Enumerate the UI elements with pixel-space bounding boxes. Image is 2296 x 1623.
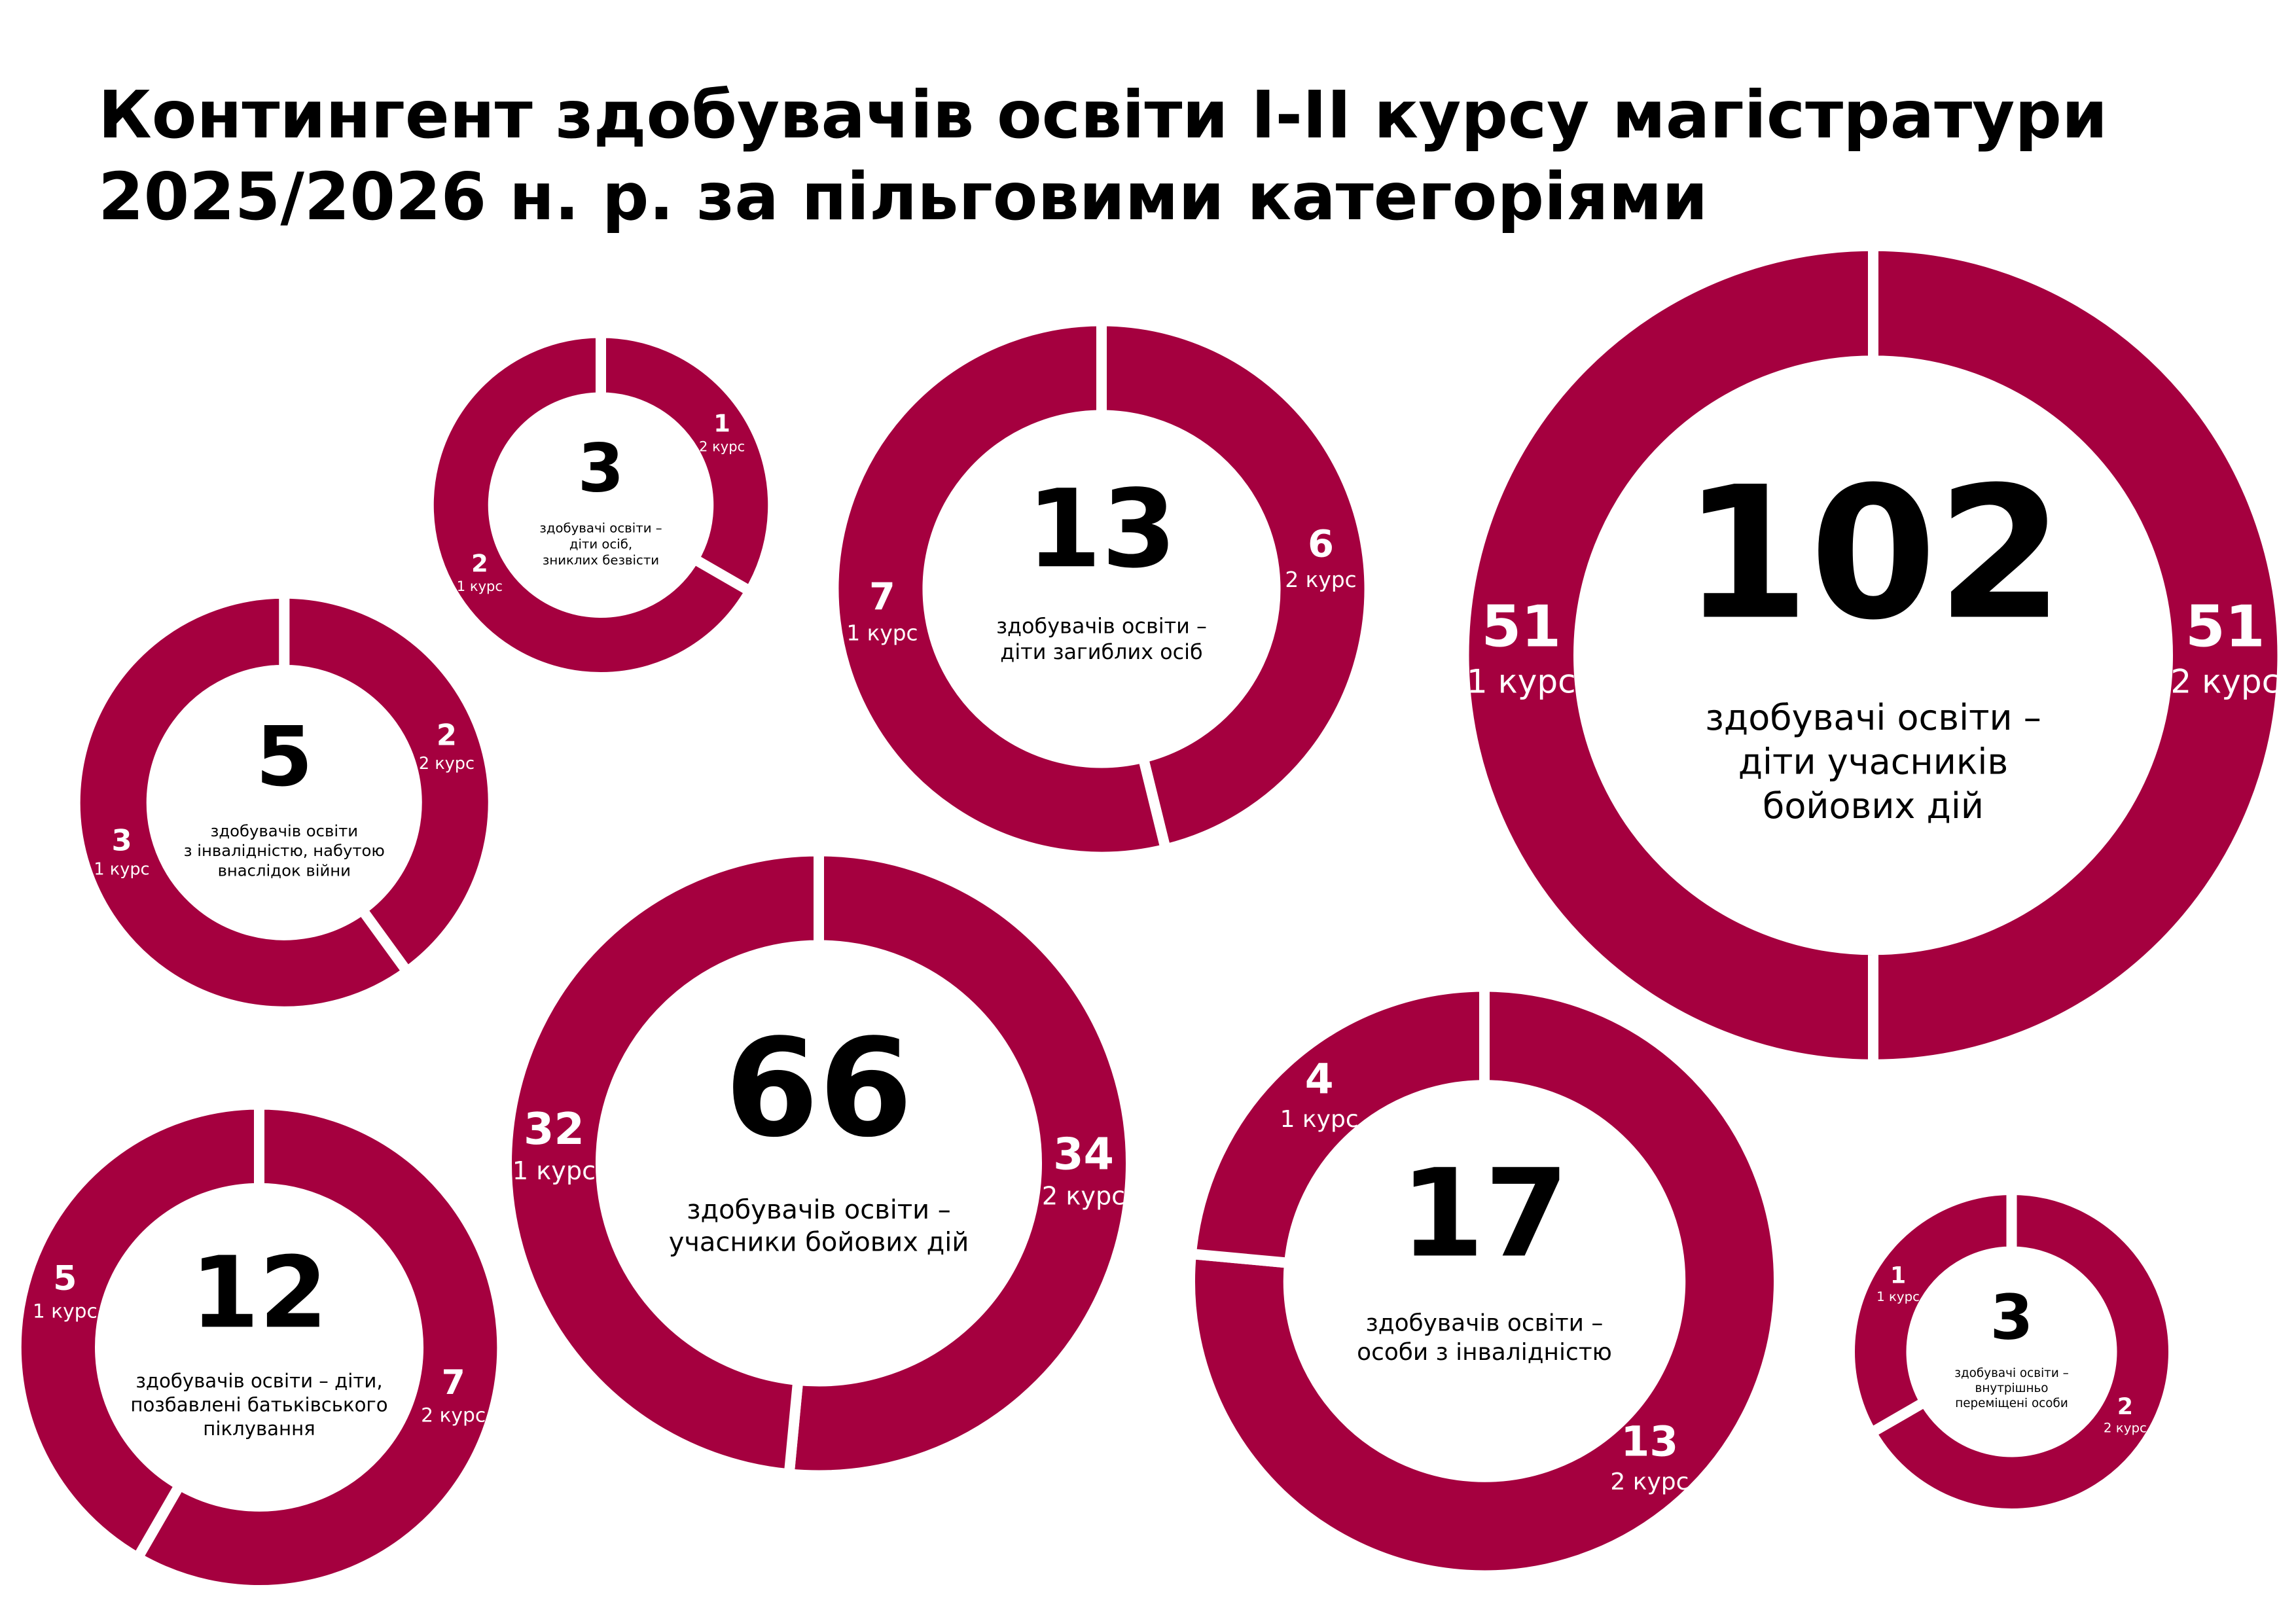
donut-segment [423, 327, 757, 683]
donut-description: внаслідок війни [218, 861, 351, 880]
donut-description: з інвалідністю, набутою [184, 841, 385, 860]
donut-segment [828, 315, 1172, 863]
segment-label: 2 курс [2170, 663, 2280, 701]
segment-label: 2 курс [699, 438, 745, 454]
donut-segment [783, 846, 1136, 1481]
donut-total: 5 [256, 709, 313, 805]
segment-value: 34 [1053, 1129, 1114, 1180]
donut-segment [501, 846, 824, 1480]
donut-segment [130, 1099, 508, 1596]
segment-value: 5 [53, 1259, 77, 1298]
segment-label: 2 курс [1610, 1469, 1689, 1495]
donut-total: 66 [725, 1009, 912, 1167]
donut-segment [69, 588, 415, 1017]
segment-label: 1 курс [1467, 663, 1576, 701]
segment-value: 4 [1305, 1056, 1334, 1103]
donut-segment [1458, 240, 1878, 1070]
segment-label: 1 курс [512, 1156, 596, 1185]
segment-label: 2 курс [421, 1404, 486, 1427]
segment-label: 2 курс [2104, 1420, 2147, 1435]
segment-value: 7 [869, 575, 895, 619]
donut-description: бойових дій [1763, 785, 1984, 827]
donut-description: позбавлені батьківського [130, 1394, 387, 1416]
donut-description: зниклих безвісти [543, 553, 659, 568]
donut-description: переміщені особи [1955, 1397, 2068, 1410]
donut-total: 13 [1026, 466, 1176, 592]
segment-label: 1 курс [846, 620, 918, 645]
donut-total: 17 [1400, 1143, 1569, 1284]
donut-description: діти осіб, [569, 537, 632, 552]
segment-label: 2 курс [1042, 1182, 1125, 1211]
segment-value: 51 [2185, 594, 2265, 660]
donut-total: 3 [578, 429, 624, 507]
donut-description: здобувачів освіти – [1366, 1310, 1604, 1336]
segment-value: 3 [111, 823, 132, 858]
segment-value: 13 [1621, 1418, 1679, 1465]
donut-description: піклування [203, 1418, 315, 1440]
segment-label: 2 курс [419, 754, 475, 774]
donut-description: здобувачі освіти – [539, 520, 662, 535]
segment-value: 1 [1890, 1263, 1906, 1289]
donut-description: особи з інвалідністю [1357, 1339, 1612, 1366]
donut-segment [279, 588, 499, 979]
segment-value: 2 [471, 549, 488, 577]
segment-label: 2 курс [1285, 567, 1356, 592]
segment-value: 32 [524, 1103, 584, 1154]
segment-label: 1 курс [94, 859, 149, 879]
donut-segment [1864, 1184, 2179, 1519]
segment-value: 1 [713, 410, 730, 438]
donut-description: здобувачі освіти – [1705, 697, 2041, 738]
donut-description: учасники бойових дій [669, 1228, 969, 1258]
donut-segment [1185, 981, 1784, 1581]
donut-segment [1185, 981, 1490, 1269]
segment-label: 1 курс [1280, 1106, 1359, 1133]
donut-segment [1844, 1184, 2017, 1440]
donut-description: здобувачів освіти – [687, 1195, 951, 1225]
segment-label: 1 курс [457, 578, 503, 594]
donut-total: 3 [1990, 1281, 2033, 1353]
donut-description: діти загиблих осіб [1000, 639, 1202, 664]
donut-segment [596, 327, 779, 599]
donut-description: здобувачів освіти – [996, 613, 1207, 638]
donut-description: здобувачів освіти – діти, [135, 1370, 382, 1392]
donut-segment [1096, 315, 1375, 856]
donut-description: здобувачі освіти – [1954, 1366, 2069, 1380]
title-line: Контингент здобувачів освіти I-II курсу … [98, 77, 2108, 153]
segment-label: 1 курс [1876, 1289, 1920, 1304]
title-line: 2025/2026 н. р. за пільговими категоріям… [98, 158, 1708, 235]
donut-total: 102 [1683, 448, 2064, 660]
donut-total: 12 [190, 1235, 328, 1350]
segment-value: 2 [2117, 1394, 2133, 1420]
donut-description: здобувачів освіти [210, 821, 358, 840]
segment-value: 6 [1308, 522, 1334, 565]
donut-segment [1868, 240, 2288, 1070]
segment-value: 7 [442, 1363, 465, 1402]
donut-segment [10, 1099, 264, 1565]
donut-description: діти учасників [1738, 741, 2009, 782]
donut-description: внутрішньо [1975, 1382, 2049, 1395]
segment-label: 1 курс [33, 1300, 98, 1323]
segment-value: 2 [437, 717, 457, 752]
segment-value: 51 [1481, 594, 1561, 660]
